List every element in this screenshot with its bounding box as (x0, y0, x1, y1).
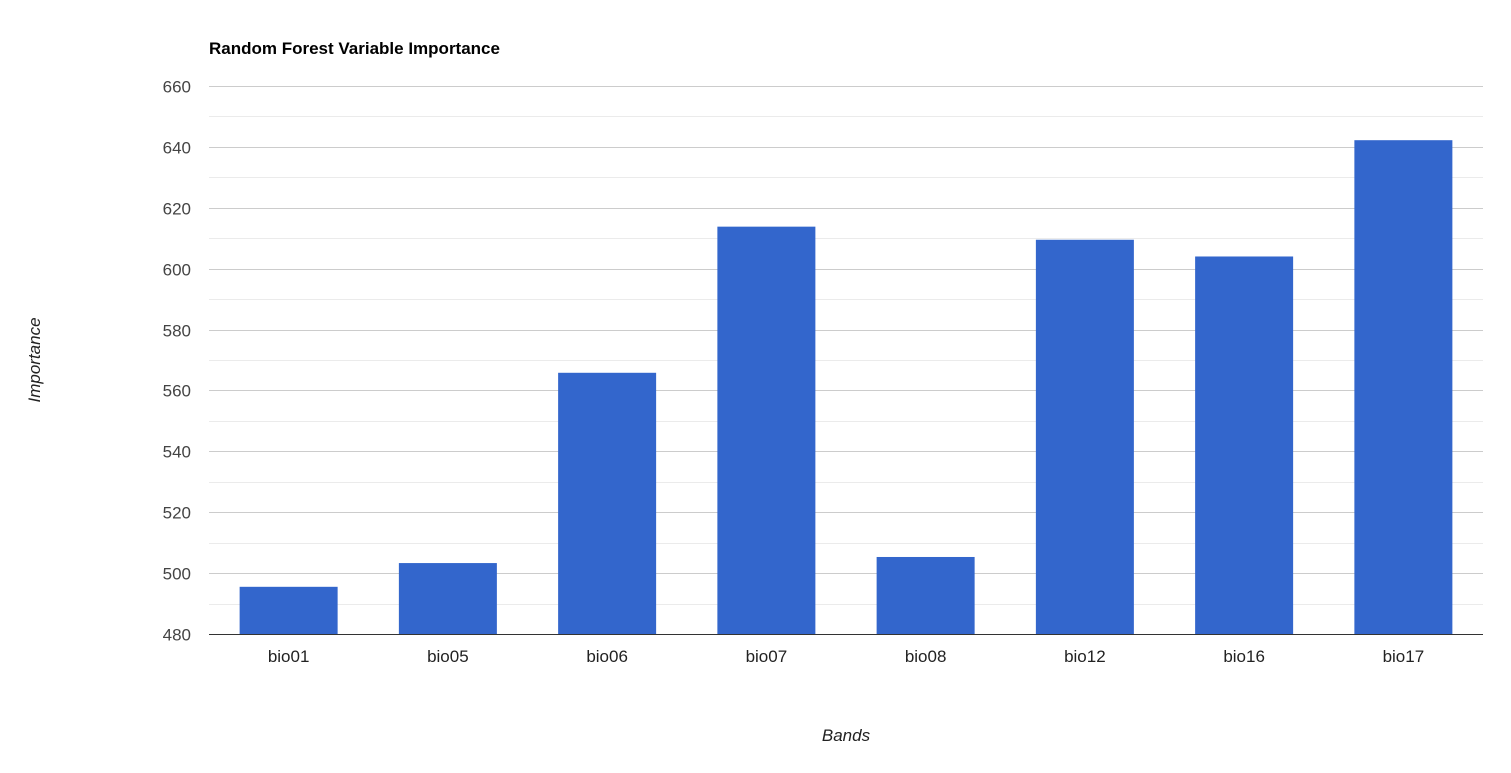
x-tick-label: bio05 (427, 647, 469, 666)
bar-bio12[interactable] (1035, 239, 1134, 634)
y-tick-label: 580 (163, 322, 191, 341)
x-tick-label: bio07 (746, 647, 788, 666)
y-tick-label: 560 (163, 382, 191, 401)
x-axis: bio01 bio05 bio06 bio07 bio08 bio12 bio16 bio17 (209, 634, 1483, 666)
bar-bio17[interactable] (1354, 140, 1453, 635)
y-tick-label: 540 (163, 443, 191, 462)
y-tick-label: 660 (163, 78, 191, 97)
x-tick-label: bio12 (1064, 647, 1106, 666)
y-axis: 480 500 520 540 560 580 600 620 640 660 (163, 78, 191, 645)
x-tick-label: bio16 (1223, 647, 1265, 666)
bar-bio06[interactable] (558, 372, 657, 634)
bar-bio01[interactable] (239, 586, 338, 634)
x-tick-label: bio08 (905, 647, 947, 666)
bar-bio08[interactable] (876, 556, 975, 634)
x-tick-label: bio06 (586, 647, 628, 666)
y-tick-label: 620 (163, 200, 191, 219)
bar-bio16[interactable] (1195, 256, 1294, 634)
y-tick-label: 600 (163, 261, 191, 280)
x-tick-label: bio17 (1383, 647, 1425, 666)
bar-bio07[interactable] (717, 226, 816, 635)
x-axis-title: Bands (822, 726, 871, 745)
bar-bio05[interactable] (398, 563, 497, 634)
chart-title: Random Forest Variable Importance (209, 39, 500, 58)
y-tick-label: 640 (163, 139, 191, 158)
y-tick-label: 500 (163, 565, 191, 584)
y-tick-label: 520 (163, 504, 191, 523)
x-tick-label: bio01 (268, 647, 310, 666)
bars (239, 140, 1453, 635)
y-tick-label: 480 (163, 626, 191, 645)
y-axis-title: Importance (25, 317, 44, 402)
